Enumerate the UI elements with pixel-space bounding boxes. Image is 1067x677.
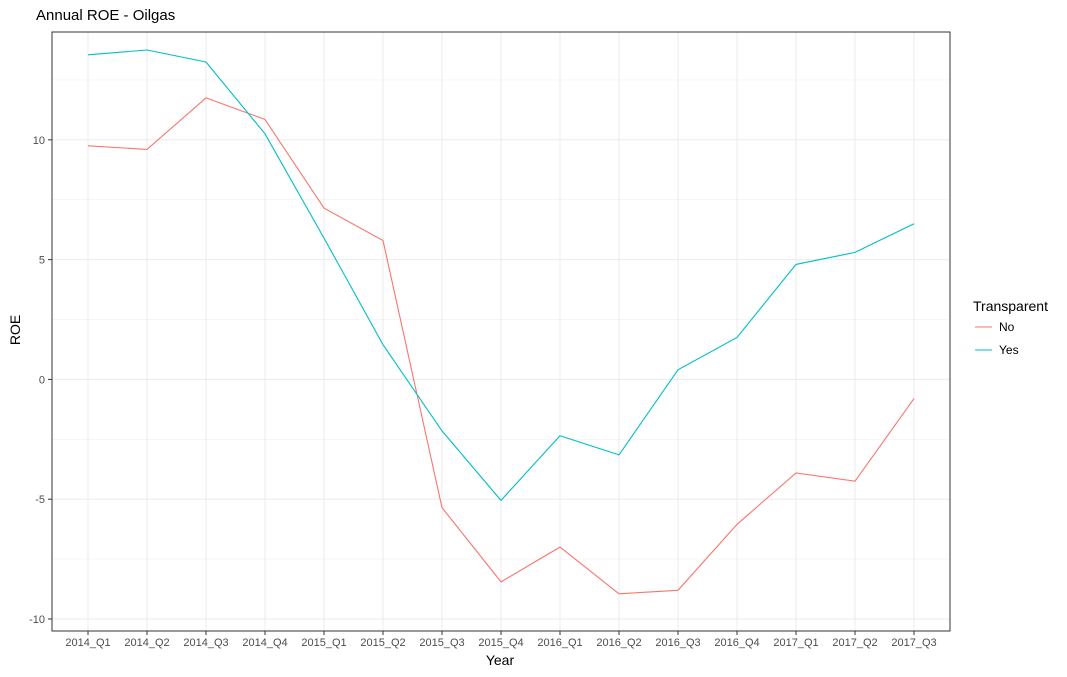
x-tick-label: 2017_Q2 bbox=[832, 637, 877, 649]
y-tick-label: -5 bbox=[35, 494, 45, 506]
x-tick-label: 2014_Q1 bbox=[65, 637, 110, 649]
y-tick-label: 0 bbox=[39, 374, 45, 386]
x-tick-label: 2014_Q4 bbox=[242, 637, 287, 649]
legend-title: Transparent bbox=[973, 298, 1048, 314]
x-tick-label: 2017_Q1 bbox=[773, 637, 818, 649]
y-tick-label: 5 bbox=[39, 255, 45, 267]
x-tick-label: 2017_Q3 bbox=[891, 637, 936, 649]
x-tick-label: 2016_Q3 bbox=[655, 637, 700, 649]
series-line-yes bbox=[87, 49, 915, 502]
x-tick-label: 2015_Q4 bbox=[478, 637, 523, 649]
x-axis: 2014_Q1 2014_Q2 2014_Q3 2014_Q4 2015_Q1 2015_… bbox=[65, 631, 937, 649]
legend: Transparent No Yes bbox=[973, 298, 1048, 357]
y-axis-title: ROE bbox=[7, 315, 23, 345]
y-tick-label: 10 bbox=[33, 135, 45, 147]
y-axis: -10 -5 0 5 10 bbox=[29, 135, 52, 626]
x-axis-title: Year bbox=[486, 652, 515, 668]
x-tick-label: 2015_Q1 bbox=[301, 637, 346, 649]
grid bbox=[52, 32, 950, 631]
series-line-no bbox=[87, 97, 915, 595]
legend-label-yes: Yes bbox=[999, 343, 1019, 357]
x-tick-label: 2015_Q3 bbox=[419, 637, 464, 649]
legend-label-no: No bbox=[999, 320, 1015, 334]
x-tick-label: 2016_Q1 bbox=[537, 637, 582, 649]
x-tick-label: 2014_Q2 bbox=[124, 637, 169, 649]
x-tick-label: 2015_Q2 bbox=[360, 637, 405, 649]
x-tick-label: 2016_Q2 bbox=[596, 637, 641, 649]
series-layer bbox=[87, 49, 915, 595]
chart-title: Annual ROE - Oilgas bbox=[36, 7, 175, 24]
x-tick-label: 2016_Q4 bbox=[714, 637, 759, 649]
x-tick-label: 2014_Q3 bbox=[183, 637, 228, 649]
y-tick-label: -10 bbox=[29, 614, 45, 626]
